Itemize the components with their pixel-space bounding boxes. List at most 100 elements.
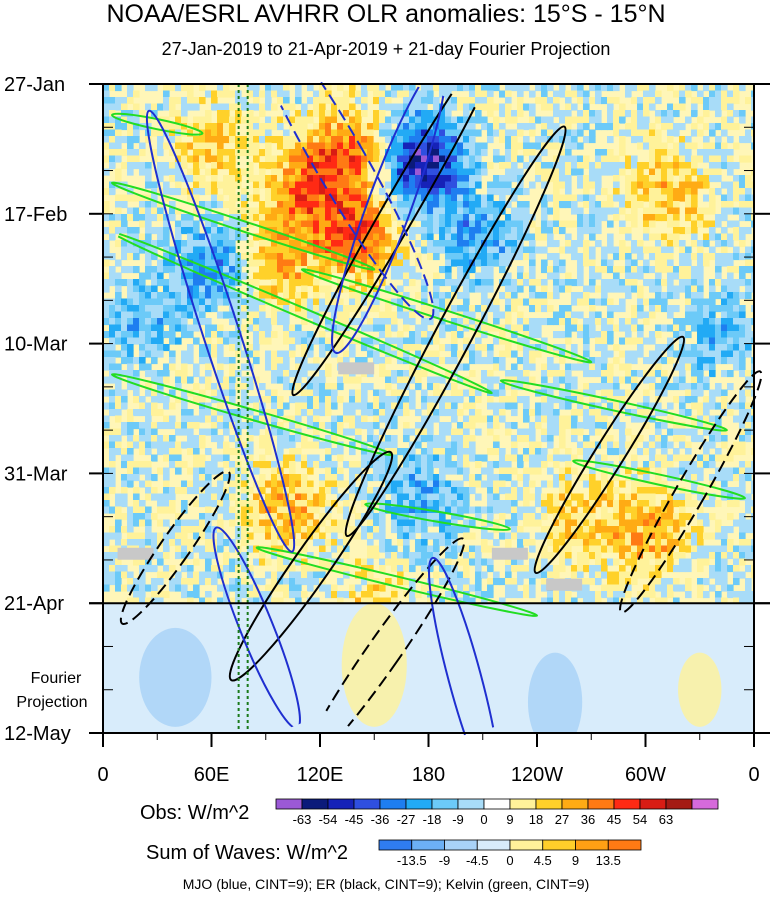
obs-cell — [421, 194, 428, 202]
obs-cell — [643, 110, 650, 118]
obs-cell — [625, 181, 632, 189]
obs-cell — [739, 415, 746, 423]
obs-cell — [133, 285, 140, 293]
obs-cell — [559, 318, 566, 326]
obs-cell — [571, 90, 578, 98]
obs-cell — [115, 402, 122, 410]
obs-cell — [661, 110, 668, 118]
obs-cell — [121, 97, 128, 105]
obs-cell — [583, 415, 590, 423]
obs-cell — [301, 201, 308, 209]
obs-cell — [343, 136, 350, 144]
obs-cell — [199, 344, 206, 352]
obs-cell — [733, 292, 740, 300]
obs-cell — [367, 454, 374, 462]
obs-cell — [607, 389, 614, 397]
obs-cell — [319, 136, 326, 144]
obs-cell — [313, 207, 320, 215]
obs-cell — [433, 409, 440, 417]
obs-cell — [487, 415, 494, 423]
obs-cell — [529, 461, 536, 469]
obs-cell — [415, 331, 422, 339]
obs-cell — [133, 110, 140, 118]
obs-cell — [685, 292, 692, 300]
obs-cell — [205, 285, 212, 293]
obs-cell — [577, 90, 584, 98]
obs-cell — [367, 246, 374, 254]
obs-cell — [667, 116, 674, 124]
obs-cell — [397, 272, 404, 280]
obs-cell — [469, 448, 476, 456]
obs-cell — [349, 233, 356, 241]
obs-cell — [463, 149, 470, 157]
obs-cell — [325, 123, 332, 131]
obs-cell — [661, 123, 668, 131]
obs-cell — [511, 402, 518, 410]
obs-cell — [565, 233, 572, 241]
obs-cell — [643, 357, 650, 365]
obs-cell — [433, 298, 440, 306]
obs-cell — [751, 402, 754, 410]
obs-cell — [349, 337, 356, 345]
obs-cell — [511, 467, 518, 475]
obs-cell — [355, 181, 362, 189]
obs-cell — [727, 97, 734, 105]
obs-cell — [307, 84, 314, 92]
obs-cell — [337, 201, 344, 209]
obs-cell — [703, 318, 710, 326]
obs-cell — [349, 318, 356, 326]
obs-cell — [373, 259, 380, 267]
obs-cell — [355, 233, 362, 241]
obs-cell — [253, 344, 260, 352]
obs-cell — [745, 337, 752, 345]
obs-cell — [283, 331, 290, 339]
obs-cell — [223, 110, 230, 118]
obs-cell — [343, 415, 350, 423]
obs-cell — [145, 389, 152, 397]
obs-cell — [691, 389, 698, 397]
obs-cell — [391, 337, 398, 345]
obs-cell — [499, 220, 506, 228]
obs-cell — [259, 240, 266, 248]
obs-cell — [673, 305, 680, 313]
obs-cell — [151, 428, 158, 436]
obs-cell — [565, 162, 572, 170]
obs-cell — [577, 168, 584, 176]
obs-cell — [673, 188, 680, 196]
obs-cell — [229, 266, 236, 274]
obs-cell — [613, 324, 620, 332]
obs-cell — [223, 461, 230, 469]
obs-cell — [523, 467, 530, 475]
obs-cell — [655, 136, 662, 144]
obs-cell — [583, 188, 590, 196]
obs-cell — [481, 292, 488, 300]
obs-cell — [145, 337, 152, 345]
obs-cell — [607, 201, 614, 209]
obs-cell — [217, 129, 224, 137]
obs-cell — [625, 246, 632, 254]
obs-cell — [319, 227, 326, 235]
obs-cell — [595, 298, 602, 306]
obs-cell — [277, 422, 284, 430]
obs-cell — [217, 376, 224, 384]
obs-cell — [397, 331, 404, 339]
obs-cell — [451, 441, 458, 449]
obs-cell — [565, 279, 572, 287]
obs-cell — [121, 324, 128, 332]
obs-cell — [583, 383, 590, 391]
obs-cell — [481, 415, 488, 423]
obs-cell — [265, 155, 272, 163]
obs-cell — [715, 350, 722, 358]
obs-cell — [589, 266, 596, 274]
obs-cell — [469, 357, 476, 365]
obs-cell — [379, 129, 386, 137]
obs-cell — [649, 155, 656, 163]
obs-cell — [613, 357, 620, 365]
obs-cell — [373, 402, 380, 410]
obs-cell — [439, 344, 446, 352]
obs-cell — [397, 110, 404, 118]
obs-cell — [685, 162, 692, 170]
obs-cell — [295, 422, 302, 430]
obs-cell — [259, 181, 266, 189]
obs-cell — [457, 435, 464, 443]
